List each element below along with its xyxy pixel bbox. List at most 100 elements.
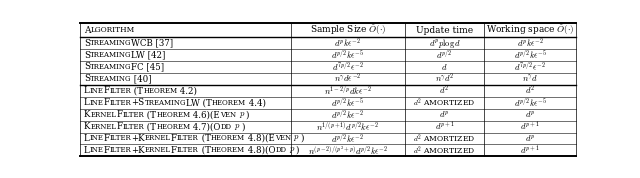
Text: $d^p k\epsilon^{-2}$: $d^p k\epsilon^{-2}$ [516,36,543,50]
Text: $d^{p+1}$: $d^{p+1}$ [520,120,540,133]
Text: INE: INE [90,99,104,107]
Text: ILTER: ILTER [109,87,131,95]
Text: $p$: $p$ [239,110,245,120]
Text: ILTER: ILTER [177,146,198,154]
Text: Sample Size $\tilde{O}(\cdot)$: Sample Size $\tilde{O}(\cdot)$ [310,23,386,37]
Text: LGORITHM: LGORITHM [90,26,134,34]
Text: L: L [84,98,90,107]
Text: VEN: VEN [275,134,291,142]
Text: ): ) [300,134,303,143]
Text: $d^p$: $d^p$ [439,109,450,120]
Text: $d^{p/2}k\epsilon^{-5}$: $d^{p/2}k\epsilon^{-5}$ [332,96,364,109]
Text: S: S [84,51,90,59]
Text: ): ) [241,122,244,131]
Text: (T: (T [198,146,211,155]
Text: F: F [116,122,122,131]
Text: ILTER: ILTER [109,146,131,154]
Text: $d$: $d$ [442,62,448,72]
Text: WCB [37]: WCB [37] [131,39,173,48]
Text: (T: (T [144,122,156,131]
Text: TREAMING: TREAMING [90,39,131,47]
Text: $d^{p/2}$: $d^{p/2}$ [436,49,452,61]
Text: ): ) [296,146,299,155]
Text: HEOREM: HEOREM [212,99,246,107]
Text: +K: +K [131,134,145,143]
Text: A: A [84,26,90,35]
Text: K: K [84,110,90,119]
Text: $p$: $p$ [294,134,300,143]
Text: ): ) [245,110,249,119]
Text: +S: +S [131,98,145,107]
Text: (T: (T [131,86,143,95]
Text: TREAMING: TREAMING [90,63,131,71]
Text: HEOREM: HEOREM [143,87,177,95]
Text: Update time: Update time [416,26,473,35]
Text: DD: DD [221,123,232,130]
Text: L: L [84,134,90,143]
Text: DD: DD [275,146,286,154]
Text: $n^{\gamma}d^2$: $n^{\gamma}d^2$ [435,72,454,85]
Text: HEOREM: HEOREM [156,123,190,130]
Text: S: S [84,74,90,83]
Text: ILTER: ILTER [109,99,131,107]
Text: $n^{1-2/p}dk\epsilon^{-2}$: $n^{1-2/p}dk\epsilon^{-2}$ [324,85,372,97]
Text: $d^2$ AMORTIZED: $d^2$ AMORTIZED [413,132,476,145]
Text: ERNEL: ERNEL [145,146,171,154]
Text: HEOREM: HEOREM [156,111,190,119]
Text: $d^{p/2}k\epsilon^{-2}$: $d^{p/2}k\epsilon^{-2}$ [332,132,364,145]
Text: ILTER: ILTER [122,123,144,130]
Text: F: F [116,110,122,119]
Text: $d^{p/2}k\epsilon^{-5}$: $d^{p/2}k\epsilon^{-5}$ [332,49,364,61]
Text: Working space $\tilde{O}(\cdot)$: Working space $\tilde{O}(\cdot)$ [486,23,574,37]
Text: 4.4): 4.4) [246,98,266,107]
Text: +K: +K [131,146,145,155]
Text: $d^2$: $d^2$ [440,84,450,97]
Text: (T: (T [198,134,211,143]
Text: (T: (T [144,110,156,119]
Text: F: F [104,86,109,95]
Text: S: S [84,39,90,48]
Text: HEOREM: HEOREM [211,146,245,154]
Text: ERNEL: ERNEL [90,111,116,119]
Text: INE: INE [90,146,104,154]
Text: LW (T: LW (T [186,98,212,107]
Text: K: K [84,122,90,131]
Text: F: F [104,134,109,143]
Text: $p$: $p$ [234,122,241,132]
Text: ERNEL: ERNEL [145,134,171,142]
Text: FC [45]: FC [45] [131,62,164,71]
Text: ERNEL: ERNEL [90,123,116,130]
Text: 4.2): 4.2) [177,86,198,95]
Text: TREAMING: TREAMING [90,75,131,83]
Text: ILTER: ILTER [109,134,131,142]
Text: $n^{\gamma}d\epsilon^{-2}$: $n^{\gamma}d\epsilon^{-2}$ [334,72,362,85]
Text: F: F [171,146,177,155]
Text: $n^{\gamma}d$: $n^{\gamma}d$ [522,74,538,84]
Text: $d^{p/2}k\epsilon^{-5}$: $d^{p/2}k\epsilon^{-5}$ [513,49,547,61]
Text: $n^{1/(p+1)}d^{p/2}k\epsilon^{-2}$: $n^{1/(p+1)}d^{p/2}k\epsilon^{-2}$ [316,120,380,133]
Text: $d^p$: $d^p$ [525,109,535,120]
Text: $d^{p/2}k\epsilon^{-2}$: $d^{p/2}k\epsilon^{-2}$ [332,108,364,121]
Text: 4.8)(O: 4.8)(O [245,146,275,155]
Text: F: F [171,134,177,143]
Text: ILTER: ILTER [177,134,198,142]
Text: $d^{p/2}k\epsilon^{-5}$: $d^{p/2}k\epsilon^{-5}$ [513,96,547,109]
Text: L: L [84,146,90,155]
Text: $d^{7p/2}\epsilon^{-2}$: $d^{7p/2}\epsilon^{-2}$ [332,61,364,73]
Text: $d^p$: $d^p$ [525,133,535,144]
Text: $d^p k\epsilon^{-2}$: $d^p k\epsilon^{-2}$ [334,36,362,50]
Text: $n^{(p-2)/(p^2+p)}d^{p/2}k\epsilon^{-2}$: $n^{(p-2)/(p^2+p)}d^{p/2}k\epsilon^{-2}$ [308,144,388,157]
Text: ILTER: ILTER [122,111,144,119]
Text: INE: INE [90,134,104,142]
Text: 4.6)(E: 4.6)(E [190,110,220,119]
Text: F: F [104,146,109,155]
Text: VEN: VEN [220,111,236,119]
Text: $d^2$: $d^2$ [525,84,535,97]
Text: TREAMING: TREAMING [145,99,186,107]
Text: INE: INE [90,87,104,95]
Text: S: S [84,62,90,71]
Text: $d^{p+1}$: $d^{p+1}$ [520,144,540,157]
Text: LW [42]: LW [42] [131,51,166,59]
Text: 4.7)(O: 4.7)(O [190,122,221,131]
Text: $d^{7p/2}\epsilon^{-2}$: $d^{7p/2}\epsilon^{-2}$ [515,61,546,73]
